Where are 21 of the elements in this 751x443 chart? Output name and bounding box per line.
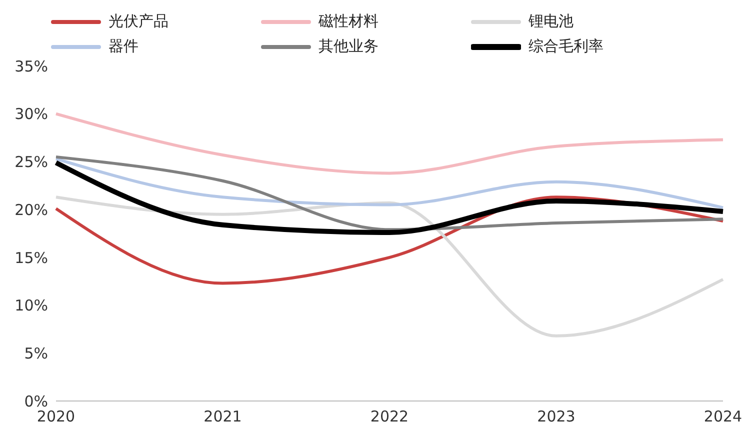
y-tick-label: 0% <box>24 392 48 410</box>
y-tick-label: 30% <box>14 105 48 124</box>
x-tick-label: 2024 <box>704 408 742 426</box>
legend-label: 综合毛利率 <box>528 37 604 56</box>
y-tick-label: 15% <box>14 248 48 267</box>
y-tick-label: 5% <box>24 344 48 362</box>
legend-label: 锂电池 <box>528 12 574 31</box>
x-tick-label: 2020 <box>36 408 76 426</box>
y-tick-label: 20% <box>14 200 48 219</box>
legend-label: 其他业务 <box>318 37 378 56</box>
legend-label: 器件 <box>108 37 138 56</box>
legend-label: 磁性材料 <box>318 12 378 31</box>
line-series <box>54 112 724 175</box>
legend-label: 光伏产品 <box>108 12 168 31</box>
x-tick-label: 2023 <box>537 408 576 426</box>
y-tick-label: 25% <box>14 153 48 172</box>
x-tick-label: 2021 <box>204 408 242 426</box>
y-tick-label: 10% <box>14 296 48 315</box>
x-tick-label: 2022 <box>370 408 409 426</box>
y-tick-label: 35% <box>14 57 48 76</box>
line-series <box>54 157 724 210</box>
